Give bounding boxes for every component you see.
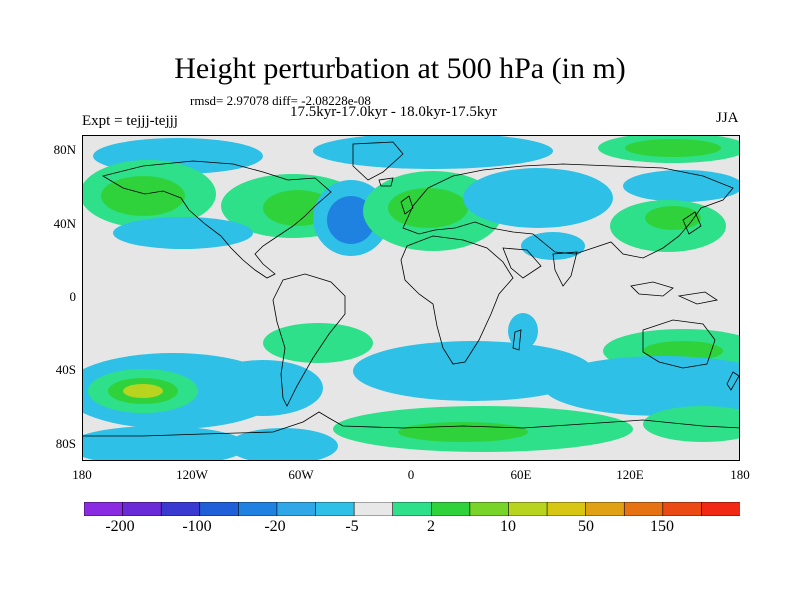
contour-blob	[83, 426, 248, 460]
colorbar-swatch	[160, 502, 201, 516]
colorbar-swatch	[546, 502, 587, 516]
colorbar-swatch	[623, 502, 664, 516]
colorbar-swatch	[84, 502, 124, 516]
y-tick-label: 80N	[53, 142, 76, 157]
colorbar-swatch	[199, 502, 240, 516]
contour-blob	[508, 313, 538, 349]
colorbar-label: -200	[105, 518, 135, 535]
contour-blob	[543, 356, 739, 416]
contour-blob	[623, 170, 739, 202]
colorbar-swatch	[430, 502, 471, 516]
contour-blob	[123, 384, 163, 398]
colorbar-label: 50	[578, 518, 594, 535]
x-tick-label: 180	[72, 467, 92, 482]
colorbar-label: -100	[182, 518, 212, 535]
contour-blob	[327, 196, 375, 244]
colorbar-swatch	[508, 502, 548, 516]
contour-blob	[645, 206, 701, 230]
stats-label: rmsd= 2.97078 diff= -2.08228e-08	[190, 93, 371, 108]
contour-blob	[388, 188, 468, 228]
contour-blob	[625, 139, 721, 157]
contour-blob	[203, 360, 323, 416]
x-tick-label: 0	[407, 467, 415, 482]
colorbar-swatch	[469, 502, 510, 516]
x-tick-label: 120W	[176, 467, 208, 482]
colorbar-swatch	[701, 502, 740, 516]
coastlines	[83, 141, 739, 437]
colorbar-swatch	[122, 502, 162, 516]
colorbar-swatch	[276, 502, 317, 516]
y-tick-label: 40N	[53, 216, 76, 231]
colorbar-swatch	[315, 502, 355, 516]
colorbar-label: 10	[500, 518, 516, 535]
chart-title: Height perturbation at 500 hPa (in m)	[174, 52, 626, 85]
x-tick-label: 60E	[510, 467, 532, 482]
colorbar-swatch	[392, 502, 433, 516]
colorbar-label: -20	[264, 518, 286, 535]
x-tick-label: 60W	[288, 467, 314, 482]
y-tick-label: 80S	[55, 436, 76, 451]
x-tick-label: 120E	[616, 467, 644, 482]
map-canvas	[83, 136, 739, 460]
contour-blob	[113, 217, 253, 249]
period-label: 17.5kyr-17.0kyr - 18.0kyr-17.5kyr	[290, 104, 497, 120]
colorbar-label: -5	[345, 518, 359, 535]
colorbar	[84, 502, 740, 516]
contour-blob	[643, 406, 739, 442]
colorbar-label: 2	[427, 518, 435, 535]
season-label: JJA	[716, 110, 739, 126]
x-tick-label: 180	[730, 467, 750, 482]
contour-blob	[313, 136, 553, 169]
experiment-label: Expt = tejjj-tejjj	[82, 113, 178, 129]
y-tick-label: 0	[69, 289, 77, 304]
map-plot	[82, 135, 740, 461]
contour-blob	[398, 422, 528, 442]
contour-blob	[263, 323, 373, 363]
contour-blob	[353, 341, 593, 401]
contour-blob	[463, 168, 613, 228]
y-tick-label: 40S	[55, 362, 76, 377]
contour-blob	[101, 176, 185, 216]
colorbar-label: 150	[650, 518, 674, 535]
colorbar-swatch	[662, 502, 703, 516]
contour-blob	[228, 428, 338, 460]
colorbar-swatch	[585, 502, 626, 516]
colorbar-swatch	[238, 502, 278, 516]
colorbar-swatch	[353, 502, 394, 516]
